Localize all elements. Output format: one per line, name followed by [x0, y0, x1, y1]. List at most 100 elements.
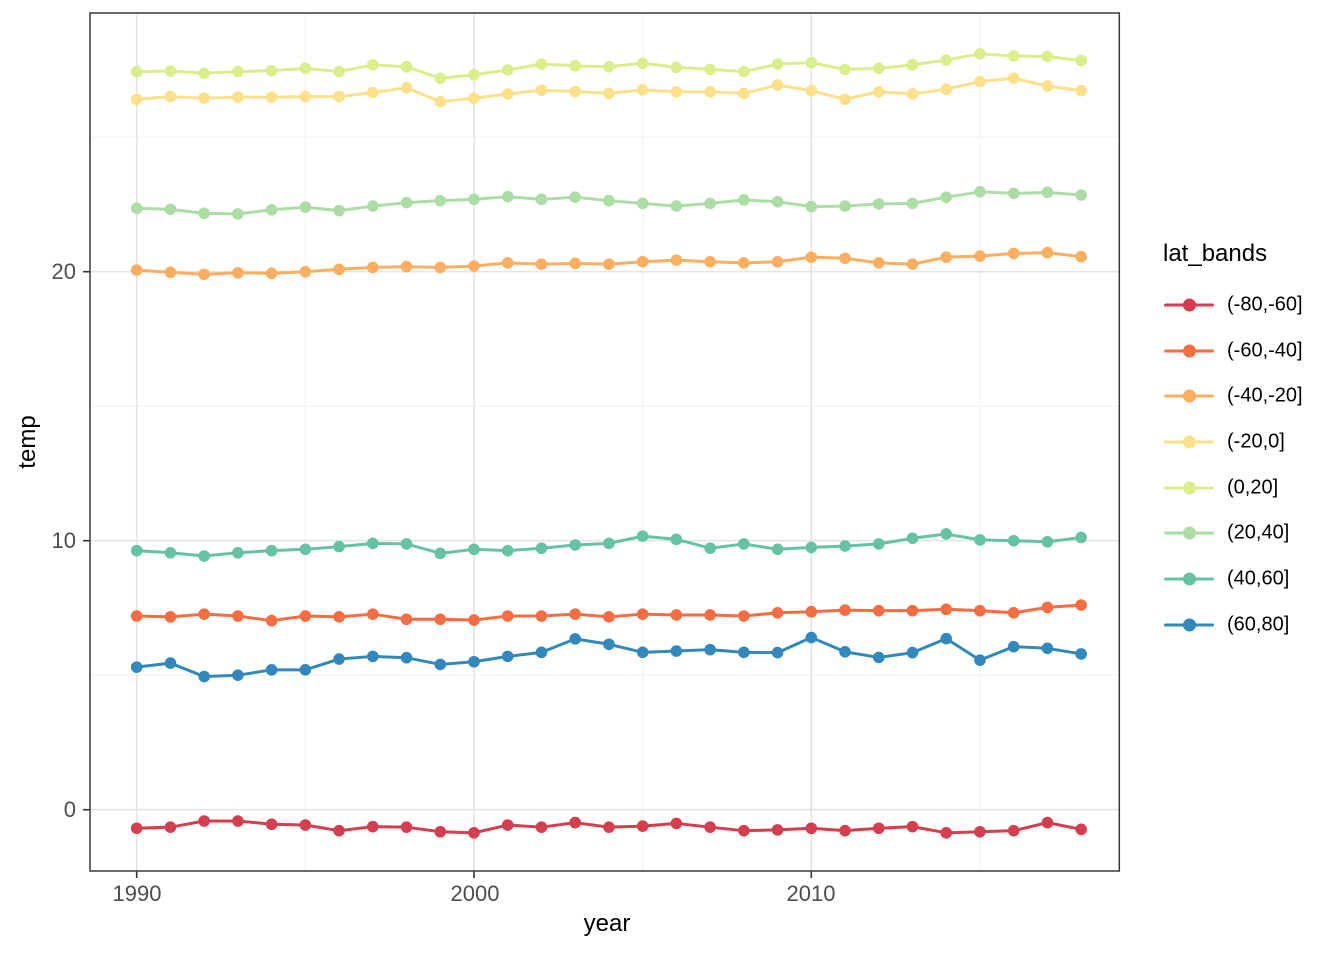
data-point [164, 90, 177, 103]
y-axis-title: temp [14, 415, 41, 469]
data-point [670, 85, 683, 98]
data-point [636, 255, 649, 268]
data-point [738, 65, 750, 78]
data-point [636, 646, 649, 659]
data-point [434, 547, 447, 560]
data-point [872, 198, 885, 210]
data-point [940, 83, 953, 96]
data-point [670, 61, 683, 74]
data-point [771, 606, 784, 619]
data-point [805, 56, 818, 69]
data-point [704, 85, 716, 98]
data-point [299, 664, 312, 676]
data-point [265, 267, 278, 280]
legend-key-dot [1182, 618, 1196, 632]
data-point [805, 251, 818, 263]
data-point [839, 604, 851, 616]
legend-label: (-20,0] [1227, 430, 1285, 453]
data-point [906, 88, 919, 100]
data-point [501, 64, 514, 76]
data-point [1075, 189, 1087, 201]
data-point [603, 821, 615, 833]
data-point [434, 72, 447, 85]
data-point [164, 547, 177, 559]
data-point [468, 68, 480, 81]
data-point [468, 92, 480, 104]
data-point [569, 608, 581, 620]
data-point [940, 603, 953, 616]
data-point [738, 610, 750, 622]
data-point [367, 650, 379, 663]
data-point [704, 255, 716, 268]
data-point [603, 258, 615, 270]
data-point [839, 252, 851, 265]
data-point [1007, 72, 1020, 85]
data-point [434, 613, 447, 626]
data-point [940, 632, 953, 645]
data-point [603, 611, 615, 623]
data-point [333, 263, 345, 276]
data-point [130, 661, 143, 673]
data-point [738, 194, 750, 206]
data-point [198, 550, 210, 562]
data-point [771, 543, 784, 556]
data-point [400, 81, 413, 94]
data-point [434, 261, 447, 274]
legend-key-dot [1182, 435, 1196, 449]
data-point [1075, 599, 1087, 611]
data-point [164, 266, 177, 279]
data-point [333, 653, 345, 665]
data-point [367, 608, 379, 620]
series-points-4 [130, 48, 1087, 85]
legend-key-dot [1182, 298, 1196, 312]
data-point [265, 91, 278, 103]
data-point [771, 58, 784, 70]
data-point [400, 821, 413, 833]
data-point [974, 250, 986, 262]
data-point [1007, 606, 1020, 619]
data-point [569, 191, 581, 203]
legend-label: (-40,-20] [1227, 384, 1303, 407]
data-point [400, 60, 413, 73]
data-point [198, 815, 210, 827]
data-point [636, 820, 649, 832]
data-point [872, 85, 885, 98]
data-point [1075, 84, 1087, 97]
data-point [872, 651, 885, 664]
data-point [974, 604, 986, 617]
data-point [974, 825, 986, 838]
data-point [164, 611, 177, 623]
data-point [400, 260, 413, 273]
data-point [232, 91, 244, 103]
data-point [198, 608, 210, 620]
data-point [1041, 642, 1054, 655]
data-point [232, 669, 244, 681]
data-point [1041, 186, 1054, 199]
data-point [603, 194, 615, 207]
data-point [1041, 246, 1054, 259]
data-point [299, 265, 312, 278]
data-point [501, 190, 514, 203]
data-point [704, 63, 716, 76]
data-point [872, 62, 885, 75]
data-point [434, 95, 447, 108]
data-point [535, 646, 548, 659]
data-point [535, 58, 548, 70]
legend-item-6: (40,60] [1164, 568, 1289, 591]
data-point [299, 90, 312, 103]
data-point [872, 604, 885, 617]
data-point [1007, 534, 1020, 547]
legend-key-icon [1164, 617, 1214, 633]
data-point [569, 257, 581, 270]
data-point [974, 48, 986, 60]
data-point [940, 54, 953, 66]
data-point [299, 201, 312, 213]
legend-label: (60,80] [1227, 613, 1290, 636]
data-point [1041, 816, 1054, 829]
data-point [1041, 50, 1054, 63]
data-point [198, 670, 210, 683]
data-point [400, 651, 413, 664]
data-point [839, 540, 851, 552]
data-point [906, 646, 919, 659]
data-point [501, 88, 514, 100]
